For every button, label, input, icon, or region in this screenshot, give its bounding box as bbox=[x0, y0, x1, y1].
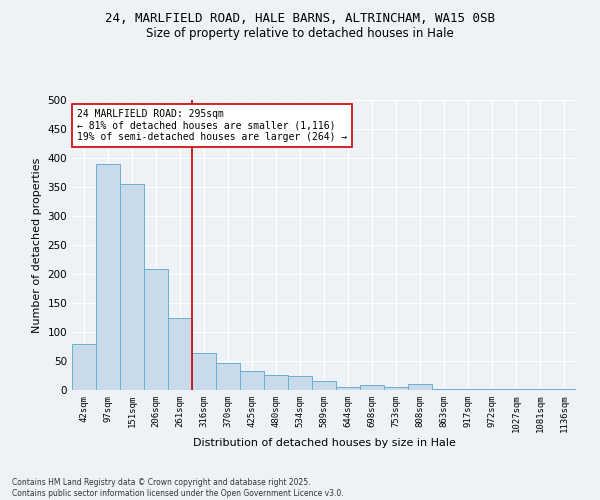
Bar bbox=[144, 270, 168, 390]
X-axis label: Distribution of detached houses by size in Hale: Distribution of detached houses by size … bbox=[193, 438, 455, 448]
Bar bbox=[96, 164, 120, 390]
Bar bbox=[336, 387, 360, 390]
Bar bbox=[216, 364, 240, 390]
Bar bbox=[168, 318, 192, 390]
Bar bbox=[264, 375, 288, 390]
Bar bbox=[408, 384, 432, 390]
Y-axis label: Number of detached properties: Number of detached properties bbox=[32, 158, 42, 332]
Text: Size of property relative to detached houses in Hale: Size of property relative to detached ho… bbox=[146, 28, 454, 40]
Text: 24 MARLFIELD ROAD: 295sqm
← 81% of detached houses are smaller (1,116)
19% of se: 24 MARLFIELD ROAD: 295sqm ← 81% of detac… bbox=[77, 108, 347, 142]
Bar bbox=[360, 385, 384, 390]
Bar bbox=[312, 382, 336, 390]
Text: 24, MARLFIELD ROAD, HALE BARNS, ALTRINCHAM, WA15 0SB: 24, MARLFIELD ROAD, HALE BARNS, ALTRINCH… bbox=[105, 12, 495, 26]
Bar bbox=[288, 376, 312, 390]
Bar bbox=[456, 389, 480, 390]
Bar bbox=[552, 389, 576, 390]
Bar bbox=[240, 371, 264, 390]
Bar bbox=[192, 354, 216, 390]
Bar bbox=[72, 344, 96, 390]
Bar bbox=[120, 184, 144, 390]
Bar bbox=[384, 387, 408, 390]
Text: Contains HM Land Registry data © Crown copyright and database right 2025.
Contai: Contains HM Land Registry data © Crown c… bbox=[12, 478, 344, 498]
